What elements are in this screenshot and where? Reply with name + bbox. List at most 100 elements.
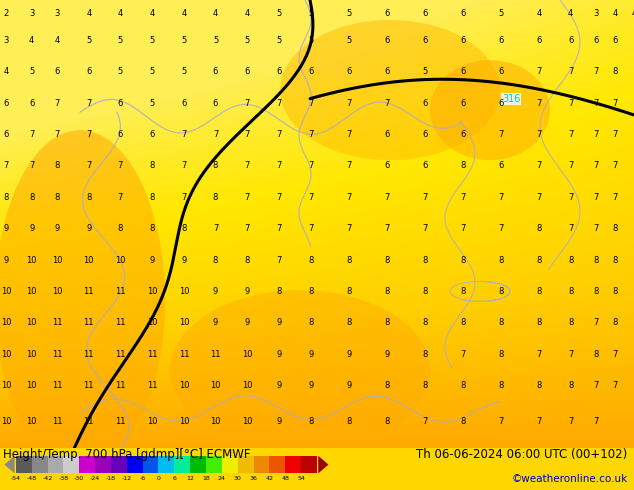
Text: 7: 7 xyxy=(245,224,250,233)
Text: 8: 8 xyxy=(422,381,427,390)
Text: 7: 7 xyxy=(460,224,465,233)
Text: 9: 9 xyxy=(276,350,281,359)
Text: 8: 8 xyxy=(568,256,573,265)
Text: 9: 9 xyxy=(55,224,60,233)
Text: 10: 10 xyxy=(147,417,157,426)
Text: 7: 7 xyxy=(536,417,541,426)
Text: 8: 8 xyxy=(422,287,427,296)
Text: 8: 8 xyxy=(422,256,427,265)
Text: 7: 7 xyxy=(4,161,9,171)
Text: 11: 11 xyxy=(84,417,94,426)
Text: 9: 9 xyxy=(150,256,155,265)
Text: 8: 8 xyxy=(460,381,465,390)
Text: 9: 9 xyxy=(276,417,281,426)
Text: 7: 7 xyxy=(612,98,618,108)
Text: 11: 11 xyxy=(52,350,62,359)
Text: 6: 6 xyxy=(612,36,618,45)
Text: 8: 8 xyxy=(568,381,573,390)
Text: 6: 6 xyxy=(593,36,598,45)
Text: 3: 3 xyxy=(55,9,60,18)
Text: 24: 24 xyxy=(218,476,226,481)
Text: 8: 8 xyxy=(593,256,598,265)
Text: 48: 48 xyxy=(281,476,289,481)
Text: 5: 5 xyxy=(213,36,218,45)
Text: 8: 8 xyxy=(213,161,218,171)
Text: 8: 8 xyxy=(55,193,60,202)
Text: 5: 5 xyxy=(245,36,250,45)
Text: 7: 7 xyxy=(498,417,503,426)
Text: 4: 4 xyxy=(86,9,91,18)
Text: 8: 8 xyxy=(150,224,155,233)
Text: 7: 7 xyxy=(346,130,351,139)
Text: 3: 3 xyxy=(4,36,9,45)
Text: 6: 6 xyxy=(384,9,389,18)
Text: 11: 11 xyxy=(115,287,126,296)
Text: 8: 8 xyxy=(308,318,313,327)
Text: 7: 7 xyxy=(612,350,618,359)
Text: 10: 10 xyxy=(242,381,252,390)
Bar xyxy=(254,456,269,473)
Text: 316: 316 xyxy=(502,94,521,104)
Text: 7: 7 xyxy=(568,224,573,233)
Text: 10: 10 xyxy=(147,318,157,327)
Text: 7: 7 xyxy=(568,130,573,139)
Text: 6: 6 xyxy=(422,161,427,171)
Text: 7: 7 xyxy=(612,381,618,390)
Text: 8: 8 xyxy=(460,417,465,426)
Text: 6: 6 xyxy=(276,67,281,76)
Text: 8: 8 xyxy=(308,287,313,296)
Text: 6: 6 xyxy=(568,36,573,45)
Text: 6: 6 xyxy=(150,130,155,139)
Ellipse shape xyxy=(280,20,500,160)
Text: 18: 18 xyxy=(202,476,210,481)
Text: 54: 54 xyxy=(297,476,305,481)
Text: 11: 11 xyxy=(147,350,157,359)
Text: 8: 8 xyxy=(536,381,541,390)
Text: 8: 8 xyxy=(460,161,465,171)
Text: 10: 10 xyxy=(147,287,157,296)
Text: 7: 7 xyxy=(384,224,389,233)
Text: 36: 36 xyxy=(250,476,257,481)
Text: 9: 9 xyxy=(86,224,91,233)
Text: 9: 9 xyxy=(346,381,351,390)
Text: 7: 7 xyxy=(276,256,281,265)
Bar xyxy=(222,456,238,473)
Text: 8: 8 xyxy=(536,287,541,296)
Text: 7: 7 xyxy=(86,130,91,139)
Text: 5: 5 xyxy=(29,67,34,76)
Text: 7: 7 xyxy=(536,350,541,359)
Text: 10: 10 xyxy=(179,381,189,390)
Text: 11: 11 xyxy=(115,350,126,359)
Text: 8: 8 xyxy=(536,318,541,327)
Text: 5: 5 xyxy=(150,98,155,108)
Text: 8: 8 xyxy=(536,256,541,265)
Text: 6: 6 xyxy=(118,130,123,139)
Text: 6: 6 xyxy=(118,98,123,108)
Text: 8: 8 xyxy=(308,417,313,426)
Text: 7: 7 xyxy=(593,224,598,233)
Text: 11: 11 xyxy=(52,417,62,426)
Text: 7: 7 xyxy=(55,98,60,108)
Text: 7: 7 xyxy=(498,193,503,202)
Text: 10: 10 xyxy=(210,417,221,426)
Text: 7: 7 xyxy=(308,224,313,233)
Text: 7: 7 xyxy=(346,193,351,202)
Text: 8: 8 xyxy=(213,256,218,265)
Text: 7: 7 xyxy=(593,193,598,202)
Text: 10: 10 xyxy=(179,417,189,426)
Text: 10: 10 xyxy=(27,287,37,296)
Text: 8: 8 xyxy=(245,256,250,265)
Text: 8: 8 xyxy=(612,256,618,265)
Text: 6: 6 xyxy=(384,36,389,45)
Text: 9: 9 xyxy=(308,350,313,359)
Text: 11: 11 xyxy=(52,318,62,327)
Text: 7: 7 xyxy=(276,193,281,202)
Text: 3: 3 xyxy=(29,9,34,18)
Text: 9: 9 xyxy=(181,256,186,265)
Text: 7: 7 xyxy=(593,417,598,426)
Text: 7: 7 xyxy=(245,130,250,139)
Text: 8: 8 xyxy=(346,256,351,265)
Text: 7: 7 xyxy=(498,224,503,233)
Text: -54: -54 xyxy=(11,476,21,481)
Text: ©weatheronline.co.uk: ©weatheronline.co.uk xyxy=(512,474,628,484)
